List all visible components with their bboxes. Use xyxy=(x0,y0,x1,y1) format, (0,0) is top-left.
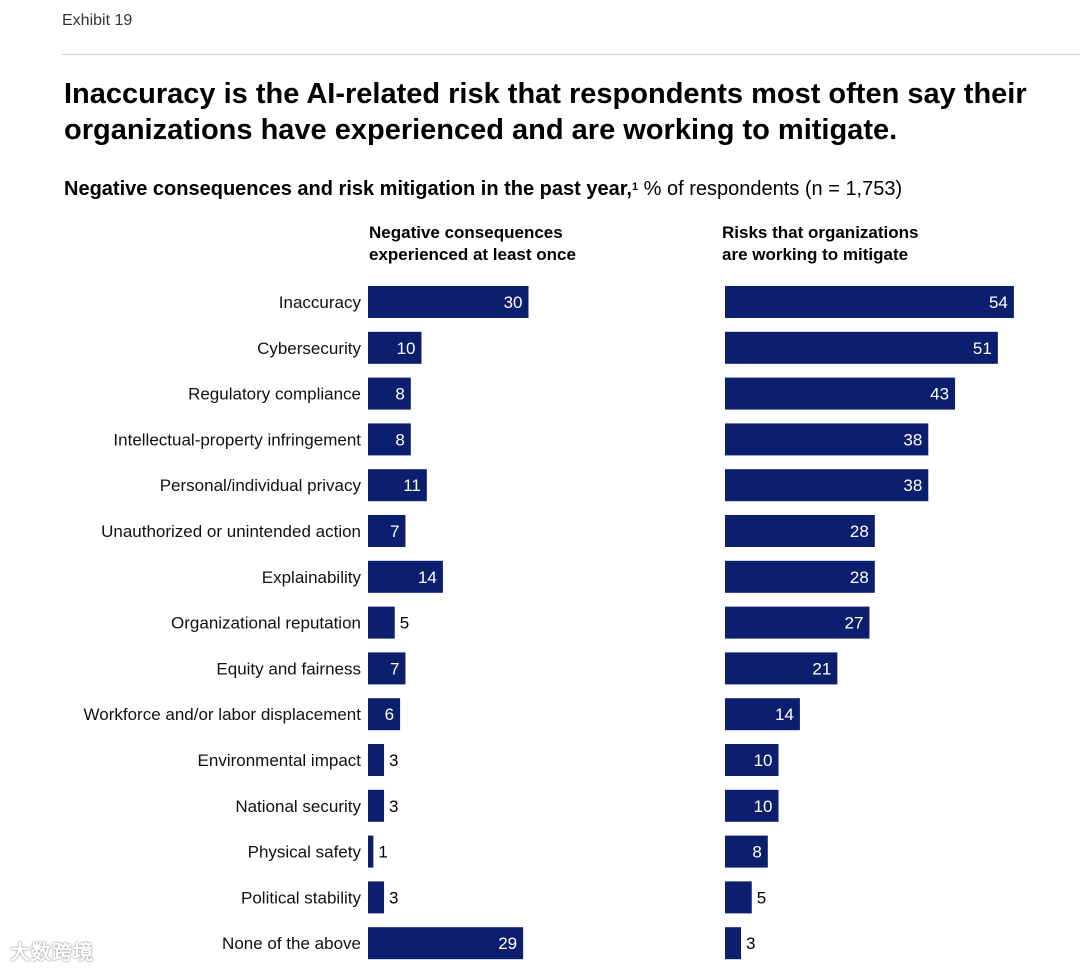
category-label: Personal/individual privacy xyxy=(160,476,362,495)
chart-subtitle: Negative consequences and risk mitigatio… xyxy=(64,175,1064,203)
bar xyxy=(725,560,875,593)
bar xyxy=(368,423,411,456)
bar xyxy=(368,835,374,868)
data-label: 3 xyxy=(389,888,398,907)
data-label: 8 xyxy=(395,430,404,449)
data-label: 5 xyxy=(400,614,409,633)
subtitle-bold: Negative consequences and risk mitigatio… xyxy=(64,178,632,200)
data-label: 3 xyxy=(746,934,755,953)
bar xyxy=(725,789,779,822)
bar xyxy=(368,698,401,731)
bar xyxy=(368,515,406,547)
data-label: 21 xyxy=(812,659,831,678)
data-label: 30 xyxy=(504,293,523,312)
data-label: 38 xyxy=(903,430,922,449)
data-label: 28 xyxy=(850,568,869,587)
header-divider xyxy=(62,54,1080,55)
bar xyxy=(725,881,752,914)
bar xyxy=(725,469,929,502)
bar xyxy=(368,652,406,685)
category-label: Cybersecurity xyxy=(257,339,361,358)
category-label: Regulatory compliance xyxy=(188,385,361,404)
bar xyxy=(368,606,395,639)
category-label: Environmental impact xyxy=(198,751,362,770)
column-header-line: Negative consequences xyxy=(369,223,563,242)
data-label: 5 xyxy=(757,888,766,907)
bar xyxy=(368,331,422,364)
data-label: 51 xyxy=(973,339,992,358)
column-header-line: Risks that organizations xyxy=(722,223,919,242)
bar xyxy=(368,560,443,593)
category-label: Physical safety xyxy=(248,843,362,862)
bar xyxy=(725,606,870,639)
data-label: 27 xyxy=(845,614,864,633)
subtitle-unit: % of respondents (n = 1,753) xyxy=(638,178,903,200)
column-header-line: experienced at least once xyxy=(369,245,576,264)
bar xyxy=(725,377,956,410)
bar xyxy=(725,423,929,456)
category-label: Intellectual-property infringement xyxy=(113,430,361,449)
data-label: 7 xyxy=(390,522,399,541)
data-label: 38 xyxy=(903,476,922,495)
category-label: Unauthorized or unintended action xyxy=(101,522,361,541)
exhibit-label: Exhibit 19 xyxy=(62,12,133,29)
bar xyxy=(725,286,1014,318)
bar xyxy=(368,881,385,914)
column-header-consequences: Negative consequences experienced at lea… xyxy=(369,222,576,266)
bar xyxy=(725,744,779,776)
bar xyxy=(725,652,838,685)
data-label: 1 xyxy=(378,843,387,862)
bar xyxy=(368,286,529,318)
data-label: 3 xyxy=(389,797,398,816)
category-label: Workforce and/or labor displacement xyxy=(84,705,362,724)
bar xyxy=(368,469,427,502)
data-label: 3 xyxy=(389,751,398,770)
data-label: 8 xyxy=(752,843,761,862)
data-label: 14 xyxy=(775,705,794,724)
data-label: 54 xyxy=(989,293,1008,312)
data-label: 10 xyxy=(754,751,773,770)
category-label: Inaccuracy xyxy=(279,293,362,312)
chart-title: Inaccuracy is the AI-related risk that r… xyxy=(64,78,1027,146)
category-label: Explainability xyxy=(262,568,362,587)
data-label: 7 xyxy=(390,659,399,678)
data-label: 11 xyxy=(403,476,421,495)
data-label: 8 xyxy=(395,385,404,404)
category-label: Equity and fairness xyxy=(216,659,361,678)
data-label: 28 xyxy=(850,522,869,541)
category-label: Organizational reputation xyxy=(171,614,361,633)
data-label: 14 xyxy=(418,568,437,587)
bar xyxy=(368,927,524,960)
column-header-mitigation: Risks that organizations are working to … xyxy=(722,222,918,266)
data-label: 43 xyxy=(930,385,949,404)
watermark-logo: 大数跨境 xyxy=(10,942,94,964)
data-label: 29 xyxy=(498,934,517,953)
category-label: National security xyxy=(235,797,361,816)
bar xyxy=(368,789,385,822)
data-label: 6 xyxy=(385,705,394,724)
data-label: 10 xyxy=(754,797,773,816)
bar xyxy=(368,377,411,410)
category-label: Political stability xyxy=(241,888,361,907)
bar xyxy=(725,698,800,731)
data-label: 10 xyxy=(397,339,416,358)
bar xyxy=(725,331,998,364)
bar xyxy=(725,927,742,960)
bar xyxy=(368,744,385,776)
bar xyxy=(725,835,768,868)
bar xyxy=(725,515,875,547)
category-label: None of the above xyxy=(222,934,361,953)
footnote-marker: 1 xyxy=(631,181,639,193)
column-header-line: are working to mitigate xyxy=(722,245,909,264)
